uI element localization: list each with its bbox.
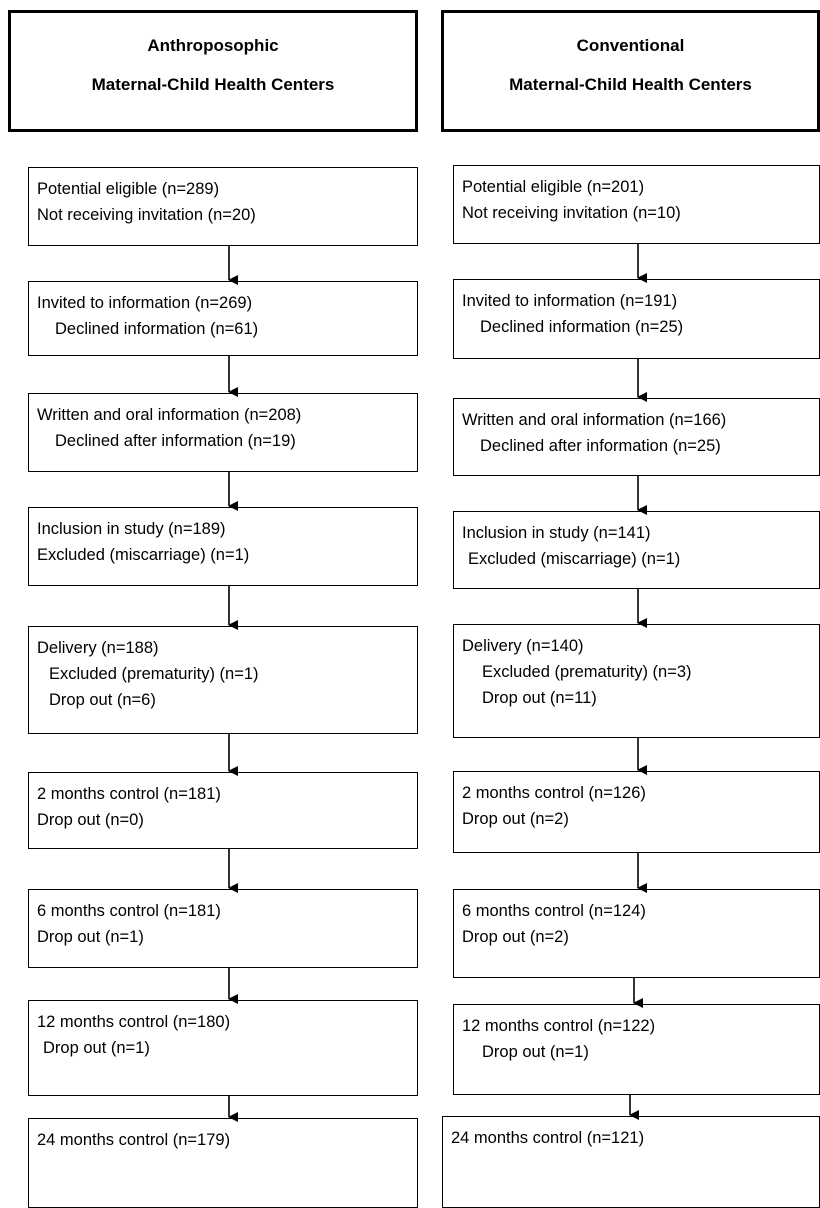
step-main: 12 months control (n=180) <box>37 1013 231 1031</box>
header-conventional: Conventional Maternal-Child Health Cente… <box>441 10 820 132</box>
step-sub: Excluded (prematurity) (n=3) <box>482 663 692 681</box>
step-main: Inclusion in study (n=189) <box>37 520 226 538</box>
step-sub: Drop out (n=1) <box>482 1043 589 1061</box>
right-step-potential-eligible: Potential eligible (n=201) Not receiving… <box>453 165 820 244</box>
step-sub: Drop out (n=2) <box>462 810 569 828</box>
header-title: Conventional <box>576 36 685 55</box>
step-main: Invited to information (n=269) <box>37 294 253 312</box>
left-step-delivery: Delivery (n=188) Excluded (prematurity) … <box>28 626 418 734</box>
step-main: Written and oral information (n=166) <box>462 411 727 429</box>
step-sub: Declined information (n=61) <box>55 320 259 338</box>
step-main: 2 months control (n=181) <box>37 785 221 803</box>
step-sub: Drop out (n=2) <box>462 928 569 946</box>
step-main: Delivery (n=188) <box>37 639 159 657</box>
step-sub: Drop out (n=11) <box>482 689 597 707</box>
left-step-invited: Invited to information (n=269) Declined … <box>28 281 418 356</box>
step-sub: Excluded (miscarriage) (n=1) <box>37 546 250 564</box>
step-sub: Drop out (n=6) <box>49 691 156 709</box>
step-main: Invited to information (n=191) <box>462 292 678 310</box>
header-anthroposophic: Anthroposophic Maternal-Child Health Cen… <box>8 10 418 132</box>
step-main: 12 months control (n=122) <box>462 1017 656 1035</box>
step-sub: Not receiving invitation (n=20) <box>37 206 256 224</box>
step-sub: Excluded (miscarriage) (n=1) <box>468 550 681 568</box>
step-main: 24 months control (n=179) <box>37 1131 231 1149</box>
step-sub: Declined information (n=25) <box>480 318 684 336</box>
right-step-6-months: 6 months control (n=124) Drop out (n=2) <box>453 889 820 978</box>
step-sub: Not receiving invitation (n=10) <box>462 204 681 222</box>
step-sub: Drop out (n=1) <box>43 1039 150 1057</box>
step-main: Delivery (n=140) <box>462 637 584 655</box>
step-main: 24 months control (n=121) <box>451 1129 645 1147</box>
left-step-information: Written and oral information (n=208) Dec… <box>28 393 418 472</box>
step-main: 6 months control (n=124) <box>462 902 646 920</box>
step-main: 2 months control (n=126) <box>462 784 646 802</box>
step-sub: Excluded (prematurity) (n=1) <box>49 665 259 683</box>
step-main: Inclusion in study (n=141) <box>462 524 651 542</box>
step-main: Potential eligible (n=289) <box>37 180 220 198</box>
left-step-6-months: 6 months control (n=181) Drop out (n=1) <box>28 889 418 968</box>
left-step-12-months: 12 months control (n=180) Drop out (n=1) <box>28 1000 418 1096</box>
step-sub: Drop out (n=0) <box>37 811 144 829</box>
right-step-invited: Invited to information (n=191) Declined … <box>453 279 820 359</box>
step-main: 6 months control (n=181) <box>37 902 221 920</box>
step-main: Potential eligible (n=201) <box>462 178 645 196</box>
header-subtitle: Maternal-Child Health Centers <box>91 75 335 94</box>
left-step-inclusion: Inclusion in study (n=189) Excluded (mis… <box>28 507 418 586</box>
left-step-potential-eligible: Potential eligible (n=289) Not receiving… <box>28 167 418 246</box>
header-title: Anthroposophic <box>147 36 279 55</box>
step-main: Written and oral information (n=208) <box>37 406 302 424</box>
right-step-delivery: Delivery (n=140) Excluded (prematurity) … <box>453 624 820 738</box>
step-sub: Drop out (n=1) <box>37 928 144 946</box>
header-subtitle: Maternal-Child Health Centers <box>509 75 752 94</box>
left-step-2-months: 2 months control (n=181) Drop out (n=0) <box>28 772 418 849</box>
step-sub: Declined after information (n=25) <box>480 437 721 455</box>
step-sub: Declined after information (n=19) <box>55 432 296 450</box>
right-step-inclusion: Inclusion in study (n=141) Excluded (mis… <box>453 511 820 589</box>
